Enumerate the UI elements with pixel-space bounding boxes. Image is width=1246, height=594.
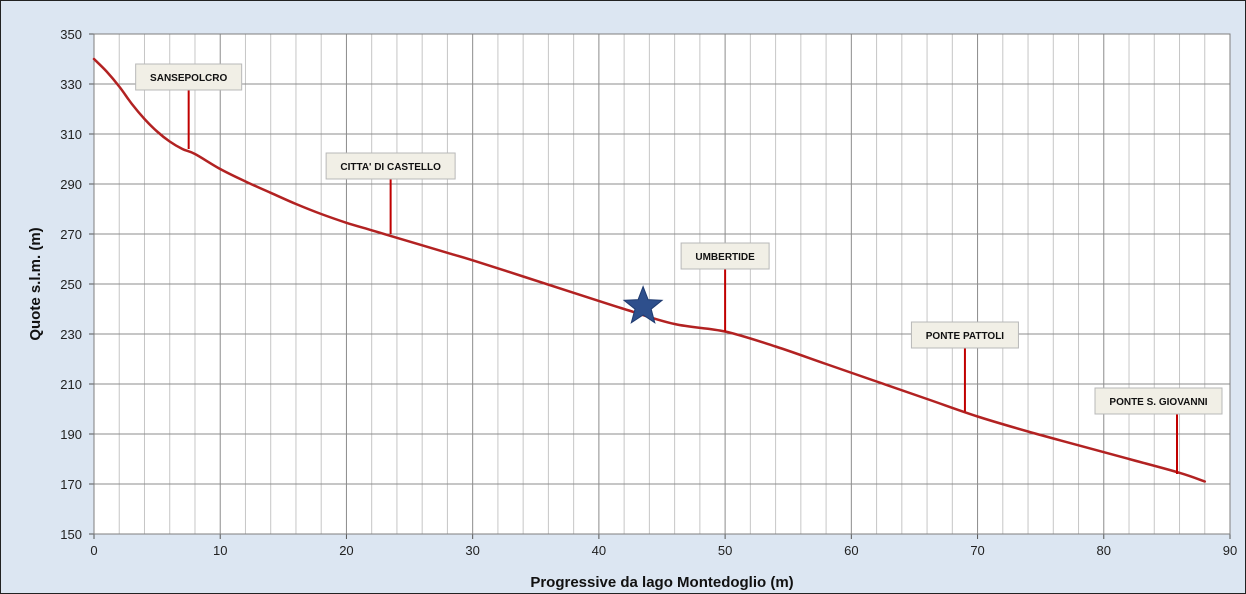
series-line [92,57,1207,483]
y-tick-label: 210 [60,377,82,392]
y-tick-label: 250 [60,277,82,292]
callout: UMBERTIDE [680,242,770,332]
x-tick-label: 20 [339,543,353,558]
callout-box [680,242,770,270]
x-tick-label: 0 [90,543,97,558]
callout-box [325,152,456,180]
x-tick-label: 60 [844,543,858,558]
x-tick-label: 40 [592,543,606,558]
callout-box [1094,387,1223,415]
y-tick-label: 170 [60,477,82,492]
y-tick-label: 350 [60,27,82,42]
annotations: SANSEPOLCRO CITTA' DI CASTELLO UMBERTIDE PO… [135,63,1223,474]
y-axis-title: Quote s.l.m. (m) [27,227,44,340]
callout: SANSEPOLCRO [135,63,243,149]
callout-label: CITTA' DI CASTELLO [340,162,441,173]
callout: CITTA' DI CASTELLO [325,152,456,234]
star-marker [622,285,664,324]
x-tick-label: 90 [1223,543,1237,558]
series [92,57,1207,483]
markers [622,285,664,324]
x-tick-label: 30 [465,543,479,558]
x-tick-label: 50 [718,543,732,558]
callout-label: SANSEPOLCRO [150,73,227,84]
plot-border [93,33,1231,535]
callout-box [135,63,243,91]
callout-label: PONTE S. GIOVANNI [1109,397,1207,408]
callout: PONTE S. GIOVANNI [1094,387,1223,474]
axes: 0 10 20 30 40 50 60 70 80 90 150 170 190 210 230 250 270… [60,27,1237,558]
y-tick-label: 290 [60,177,82,192]
y-tick-label: 150 [60,527,82,542]
y-tick-label: 330 [60,77,82,92]
y-tick-label: 270 [60,227,82,242]
grid [93,33,1231,535]
x-axis-title: Progressive da lago Montedoglio (m) [530,574,793,591]
x-tick-label: 10 [213,543,227,558]
x-tick-label: 80 [1097,543,1111,558]
y-tick-label: 230 [60,327,82,342]
x-tick-label: 70 [970,543,984,558]
callout-label: UMBERTIDE [695,252,755,263]
callout: PONTE PATTOLI [910,321,1019,412]
callout-box [910,321,1019,349]
y-tick-label: 310 [60,127,82,142]
y-tick-label: 190 [60,427,82,442]
callout-label: PONTE PATTOLI [926,331,1005,342]
